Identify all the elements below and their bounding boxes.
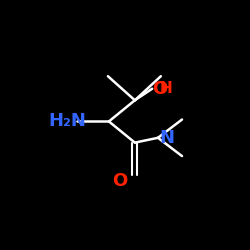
Text: H: H xyxy=(160,81,173,96)
Text: O: O xyxy=(112,172,127,190)
Text: H₂N: H₂N xyxy=(48,112,86,130)
Text: O: O xyxy=(152,80,168,98)
Text: N: N xyxy=(159,129,174,147)
